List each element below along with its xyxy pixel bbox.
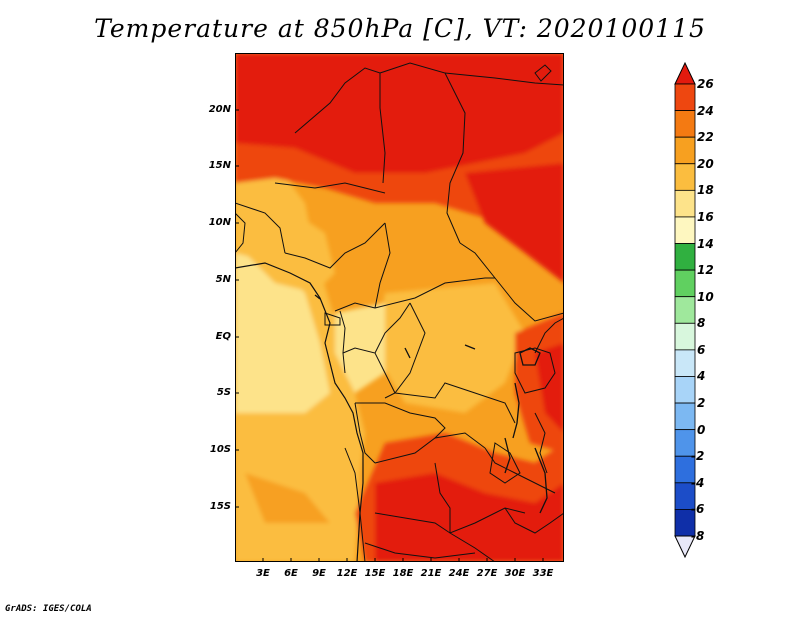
lon-label-9e: 9E bbox=[312, 568, 326, 579]
lon-label-3e: 3E bbox=[256, 568, 270, 579]
colorbar-box bbox=[674, 322, 696, 351]
lat-label-5s: 5S bbox=[216, 387, 231, 398]
colorbar-box bbox=[674, 349, 696, 377]
lat-label-15s: 15S bbox=[209, 501, 231, 512]
colorbar-box bbox=[674, 83, 696, 111]
coastline bbox=[235, 262, 364, 562]
lat-label-5n: 5N bbox=[215, 274, 231, 285]
colorbar-box bbox=[674, 136, 696, 165]
lon-label-30e: 30E bbox=[504, 568, 526, 579]
lat-label-eq: EQ bbox=[215, 331, 231, 342]
colorbar-tick-label: 18 bbox=[697, 183, 714, 198]
colorbar-box bbox=[674, 216, 696, 244]
country-borders bbox=[235, 62, 564, 562]
lakes bbox=[314, 294, 548, 514]
colorbar-tick-label: 26 bbox=[697, 77, 714, 91]
temperature-shading bbox=[235, 53, 564, 562]
colorbar-tick-label: -8 bbox=[691, 529, 705, 543]
colorbar-tick-label: 12 bbox=[697, 263, 714, 278]
colorbar-tick-label: 24 bbox=[697, 103, 714, 118]
lat-label-10s: 10S bbox=[209, 444, 231, 455]
colorbar-box bbox=[674, 269, 696, 298]
colorbar-box bbox=[674, 376, 696, 404]
lon-label-15e: 15E bbox=[364, 568, 386, 579]
colorbar-tick-label: 2 bbox=[697, 396, 706, 411]
map-frame bbox=[235, 53, 564, 562]
colorbar-tick-label: 6 bbox=[697, 342, 706, 357]
colorbar-bottom-triangle bbox=[674, 535, 696, 559]
colorbar-tick-label: 16 bbox=[697, 209, 714, 224]
colorbar-tick-label: 20 bbox=[697, 156, 714, 171]
colorbar-box bbox=[674, 402, 696, 431]
axis-ticks bbox=[235, 109, 544, 562]
colorbar-tick-label: 10 bbox=[697, 289, 714, 304]
lat-label-20n: 20N bbox=[208, 104, 231, 115]
lon-label-6e: 6E bbox=[284, 568, 298, 579]
colorbar-top-triangle bbox=[674, 61, 696, 85]
colorbar-box bbox=[674, 110, 696, 138]
colorbar-tick-label: -6 bbox=[691, 502, 705, 517]
colorbar-box bbox=[674, 296, 696, 324]
map-title: Temperature at 850hPa [C], VT: 202010011… bbox=[94, 14, 706, 43]
colorbar-box bbox=[674, 189, 696, 218]
temperature-map bbox=[235, 53, 564, 562]
colorbar-tick-label: -2 bbox=[691, 449, 705, 464]
colorbar-tick-label: 4 bbox=[697, 369, 706, 384]
colorbar-tick-label: 22 bbox=[697, 130, 714, 145]
coastline-west bbox=[235, 212, 246, 254]
colorbar-box bbox=[674, 243, 696, 271]
footer-credit: GrADS: IGES/COLA bbox=[5, 604, 92, 614]
lon-label-18e: 18E bbox=[392, 568, 414, 579]
red-sea-coast bbox=[534, 64, 552, 82]
lon-label-21e: 21E bbox=[420, 568, 442, 579]
lon-label-33e: 33E bbox=[532, 568, 554, 579]
lat-label-15n: 15N bbox=[208, 160, 231, 171]
colorbar-box bbox=[674, 163, 696, 191]
colorbar-tick-label: 14 bbox=[697, 236, 714, 251]
lon-label-27e: 27E bbox=[476, 568, 498, 579]
colorbar bbox=[674, 61, 696, 559]
lon-label-24e: 24E bbox=[448, 568, 470, 579]
colorbar-tick-label: 8 bbox=[697, 316, 706, 331]
lat-label-10n: 10N bbox=[208, 217, 231, 228]
colorbar-tick-label: 0 bbox=[697, 422, 706, 437]
lon-label-12e: 12E bbox=[336, 568, 358, 579]
colorbar-tick-label: -4 bbox=[691, 475, 705, 490]
